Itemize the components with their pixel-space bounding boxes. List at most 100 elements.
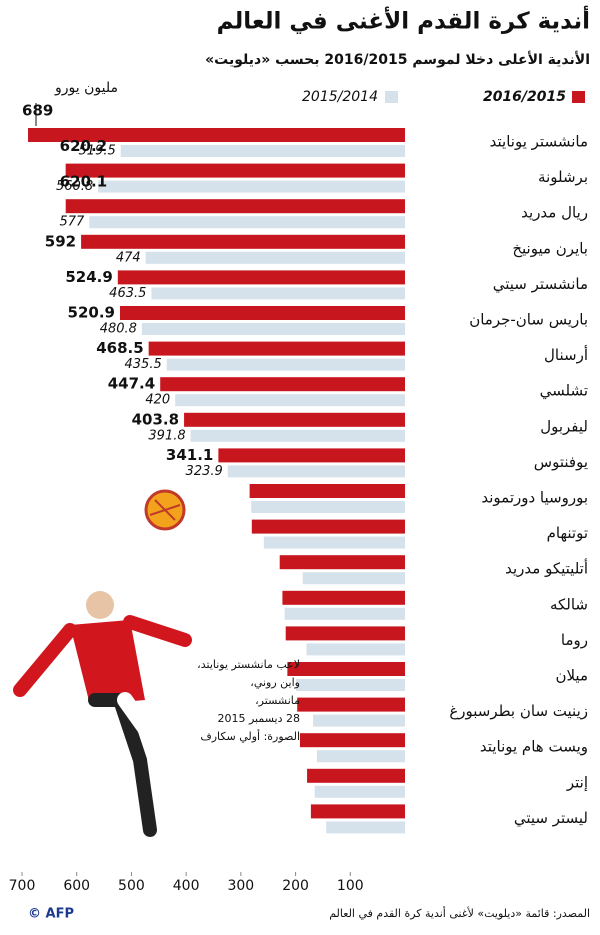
category-label: ليفربول (540, 417, 588, 435)
value-label: 447.4 (108, 375, 155, 393)
bar-current (285, 626, 405, 641)
value-label: 519.5 (79, 144, 116, 159)
category-label: بايرن ميونيخ (512, 239, 588, 257)
category-label: مانشستر يونايتد (490, 133, 588, 151)
bar-current (160, 377, 405, 392)
value-label: 480.8 (100, 322, 137, 337)
bar-current (310, 804, 405, 819)
value-label: 435.5 (125, 357, 162, 372)
value-label: 463.5 (109, 286, 146, 301)
value-label: 420 (145, 393, 170, 408)
bar-previous (120, 145, 406, 157)
photo-caption: 28 ديسمبر 2015 (217, 712, 300, 725)
category-label: برشلونة (538, 168, 588, 186)
photo-caption: لاعب مانشستر يونايتد، (197, 658, 300, 671)
credit: © AFP (28, 907, 74, 922)
bar-current (297, 697, 405, 712)
source: المصدر: قائمة «ديلويت» لأغنى أندية كرة ا… (329, 906, 590, 920)
unit-label: مليون يورو (54, 80, 118, 96)
value-label: 620.2 (60, 137, 107, 155)
x-tick-label: 700 (9, 878, 36, 894)
category-label: باريس سان-جرمان (469, 311, 588, 329)
bar-current (65, 199, 406, 214)
value-label: 474 (116, 250, 141, 265)
legend-label: 2016/2015 (483, 89, 566, 105)
bar-current (282, 590, 405, 605)
legend-swatch (572, 91, 585, 103)
bar-current (299, 733, 405, 748)
category-label: شالكه (550, 595, 588, 613)
bar-previous (175, 394, 405, 407)
bar-previous (316, 750, 405, 763)
category-label: ريال مدريد (521, 204, 588, 222)
photo-caption: واين روني، (250, 676, 300, 689)
bar-current (218, 448, 405, 463)
bar-current (119, 306, 405, 320)
value-label: 524.9 (65, 268, 112, 286)
bar-previous (326, 821, 405, 834)
value-label: 323.9 (186, 464, 223, 479)
bar-previous (151, 287, 405, 300)
category-label: ليستر سيتي (514, 809, 588, 828)
bar-current (117, 270, 405, 285)
photo-caption: الصورة: أولي سكارف (200, 729, 300, 743)
bar-previous (296, 679, 405, 691)
bar-current (279, 555, 405, 570)
x-tick-label: 600 (63, 878, 90, 894)
bar-previous (98, 180, 405, 193)
legend-swatch (385, 91, 398, 103)
category-label: أرسنال (544, 345, 588, 364)
photo-caption: مانشستر، (255, 694, 300, 707)
category-label: روما (561, 631, 588, 649)
value-label: 592 (45, 232, 76, 250)
category-label: يوفنتوس (534, 453, 588, 471)
value-label: 391.8 (148, 428, 185, 443)
chart-title: أندية كرة القدم الأغنى في العالم (217, 5, 590, 35)
bar-previous (314, 785, 405, 798)
bar-previous (251, 501, 405, 513)
bar-current (148, 341, 405, 356)
bar-previous (145, 251, 405, 264)
category-label: ويست هام يونايتد (480, 738, 588, 756)
category-label: زينيت سان بطرسبورغ (449, 702, 588, 720)
bar-previous (263, 536, 405, 549)
value-label: 577 (59, 215, 85, 230)
x-tick-label: 400 (173, 878, 200, 894)
value-label: 689 (22, 102, 53, 120)
bar-current (65, 163, 406, 178)
player-illustration (13, 489, 192, 837)
category-label: بوروسيا دورتموند (481, 489, 588, 507)
bar-current (287, 662, 405, 676)
bar-previous (89, 216, 405, 229)
value-label: 341.1 (166, 446, 213, 464)
bar-current (307, 768, 405, 783)
category-label: توتنهام (547, 524, 588, 542)
value-label: 468.5 (96, 339, 143, 357)
x-tick-label: 200 (282, 878, 309, 894)
bar-current (184, 412, 405, 427)
bar-previous (313, 714, 405, 727)
legend-label: 2015/2014 (302, 89, 378, 105)
bar-current (249, 484, 405, 498)
x-tick-label: 300 (227, 878, 254, 894)
category-label: إنتر (566, 773, 588, 791)
category-label: ميلان (555, 667, 588, 685)
chart-subtitle: الأندية الأعلى دخلا لموسم 2016/2015 بحسب… (205, 51, 590, 68)
value-label: 560.8 (56, 179, 93, 194)
value-label: 620.1 (60, 173, 107, 191)
value-label: 520.9 (68, 304, 115, 322)
bar-current (81, 234, 405, 249)
x-tick-label: 500 (118, 878, 145, 894)
category-label: تشلسي (540, 382, 588, 401)
value-label: 403.8 (132, 410, 179, 428)
bar-previous (166, 358, 405, 371)
x-tick-label: 100 (337, 878, 364, 894)
bar-previous (227, 465, 405, 478)
bar-previous (141, 323, 405, 335)
bar-previous (284, 607, 405, 620)
category-label: أتليتيكو مدريد (505, 559, 588, 578)
category-label: مانشستر سيتي (493, 275, 588, 294)
bar-current (251, 519, 405, 534)
bar-previous (306, 643, 405, 656)
